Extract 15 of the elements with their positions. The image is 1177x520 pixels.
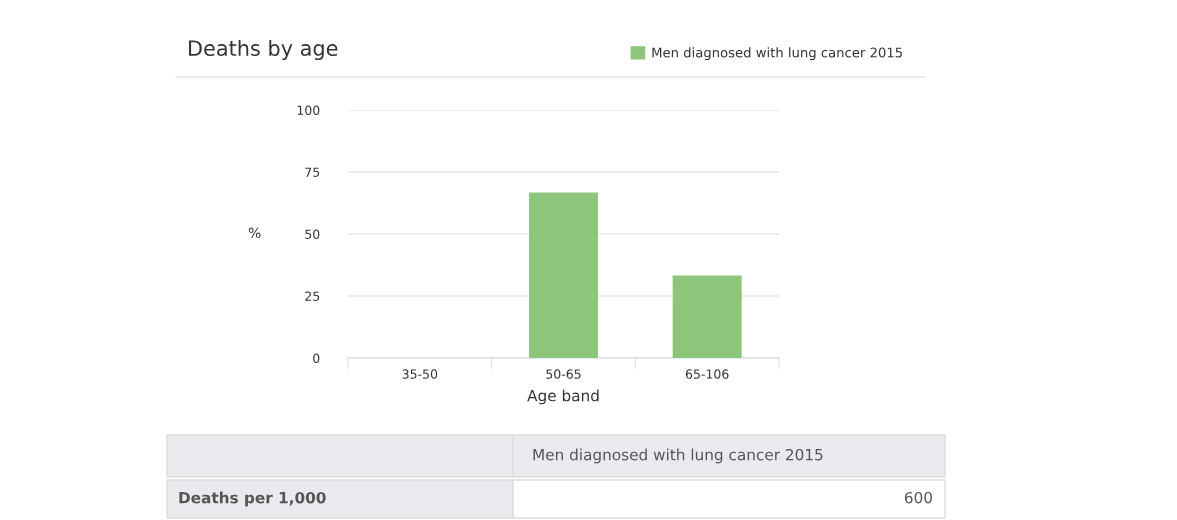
y-tick-label: 75 xyxy=(305,167,320,177)
x-tick-label: 35-50 xyxy=(402,369,438,379)
y-tick-label: 0 xyxy=(313,353,320,363)
legend-label: Men diagnosed with lung cancer 2015 xyxy=(652,47,902,61)
y-tick-label: 100 xyxy=(297,105,320,115)
text: 600 xyxy=(904,491,932,504)
x-tick-label: 50-65 xyxy=(546,369,581,379)
y-axis-title: % xyxy=(248,227,261,239)
y-tick-label: 25 xyxy=(305,291,320,301)
x-axis-title: Age band xyxy=(527,389,599,405)
chart-title: Deaths by age xyxy=(189,39,338,61)
text: Men diagnosed with lung cancer 2015 xyxy=(533,448,823,464)
text: Deaths per 1,000 xyxy=(179,491,326,507)
x-tick-label: 65-106 xyxy=(685,369,729,379)
y-tick-label: 50 xyxy=(305,229,320,239)
